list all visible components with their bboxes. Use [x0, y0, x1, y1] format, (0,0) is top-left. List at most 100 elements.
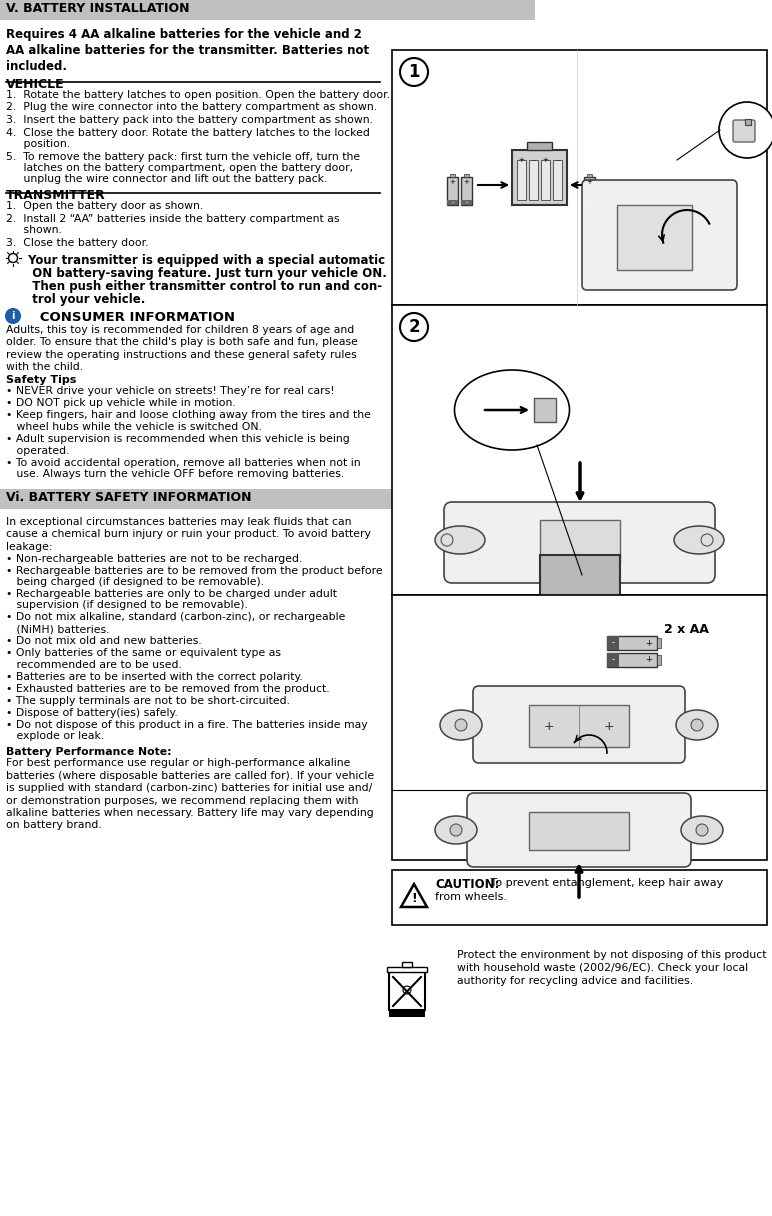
FancyBboxPatch shape	[541, 161, 550, 199]
Text: Protect the environment by not disposing of this product
with household waste (2: Protect the environment by not disposing…	[457, 950, 767, 986]
Text: i: i	[12, 311, 15, 321]
Text: explode or leak.: explode or leak.	[6, 731, 104, 741]
Circle shape	[696, 824, 708, 837]
Text: -: -	[557, 157, 559, 163]
Circle shape	[455, 719, 467, 731]
Circle shape	[719, 102, 772, 158]
Text: +: +	[645, 638, 652, 647]
FancyBboxPatch shape	[745, 119, 751, 125]
FancyBboxPatch shape	[733, 120, 755, 142]
Text: 2.  Install 2 “AA” batteries inside the battery compartment as: 2. Install 2 “AA” batteries inside the b…	[6, 214, 340, 224]
FancyBboxPatch shape	[467, 793, 691, 867]
Text: In exceptional circumstances batteries may leak fluids that can
cause a chemical: In exceptional circumstances batteries m…	[6, 517, 371, 552]
FancyBboxPatch shape	[657, 638, 661, 648]
Text: +: +	[543, 720, 554, 732]
Text: • To avoid accidental operation, remove all batteries when not in: • To avoid accidental operation, remove …	[6, 457, 361, 467]
Text: +: +	[604, 720, 615, 732]
Circle shape	[450, 824, 462, 837]
Text: !: !	[411, 891, 417, 905]
Text: 1.  Open the battery door as shown.: 1. Open the battery door as shown.	[6, 201, 203, 212]
Text: latches on the battery compartment, open the battery door,: latches on the battery compartment, open…	[6, 163, 353, 173]
Text: 2 x AA: 2 x AA	[664, 623, 709, 636]
Text: position.: position.	[6, 139, 70, 150]
FancyBboxPatch shape	[527, 142, 552, 150]
Text: -: -	[611, 655, 615, 664]
Text: wheel hubs while the vehicle is switched ON.: wheel hubs while the vehicle is switched…	[6, 422, 262, 432]
Text: Safety Tips: Safety Tips	[6, 375, 76, 385]
Text: 5.  To remove the battery pack: first turn the vehicle off, turn the: 5. To remove the battery pack: first tur…	[6, 152, 360, 162]
Text: • Exhausted batteries are to be removed from the product.: • Exhausted batteries are to be removed …	[6, 683, 330, 693]
FancyBboxPatch shape	[517, 161, 526, 199]
FancyBboxPatch shape	[553, 161, 562, 199]
Text: Then push either transmitter control to run and con-: Then push either transmitter control to …	[24, 280, 382, 293]
Text: +: +	[449, 179, 455, 185]
Ellipse shape	[435, 527, 485, 554]
Ellipse shape	[455, 370, 570, 450]
Text: • DO NOT pick up vehicle while in motion.: • DO NOT pick up vehicle while in motion…	[6, 399, 235, 409]
FancyBboxPatch shape	[607, 653, 619, 668]
FancyBboxPatch shape	[529, 812, 629, 850]
Circle shape	[6, 309, 20, 323]
Text: To prevent entanglement, keep hair away: To prevent entanglement, keep hair away	[487, 878, 723, 888]
Text: unplug the wire connector and lift out the battery pack.: unplug the wire connector and lift out t…	[6, 175, 327, 185]
FancyBboxPatch shape	[0, 489, 535, 510]
FancyBboxPatch shape	[657, 655, 661, 665]
FancyBboxPatch shape	[473, 686, 685, 762]
Text: +: +	[645, 655, 652, 664]
Text: 3.  Insert the battery pack into the battery compartment as shown.: 3. Insert the battery pack into the batt…	[6, 116, 373, 125]
Text: • Rechargeable batteries are only to be charged under adult: • Rechargeable batteries are only to be …	[6, 589, 337, 599]
Text: TRANSMITTER: TRANSMITTER	[6, 188, 106, 202]
Text: Adults, this toy is recommended for children 8 years of age and
older. To ensure: Adults, this toy is recommended for chil…	[6, 325, 358, 372]
Ellipse shape	[676, 710, 718, 741]
FancyBboxPatch shape	[0, 0, 535, 19]
Text: • Do not mix alkaline, standard (carbon-zinc), or rechargeable: • Do not mix alkaline, standard (carbon-…	[6, 613, 345, 623]
Text: +: +	[543, 157, 548, 163]
FancyBboxPatch shape	[529, 161, 538, 199]
FancyBboxPatch shape	[464, 174, 469, 178]
FancyBboxPatch shape	[450, 174, 455, 178]
Text: (NiMH) batteries.: (NiMH) batteries.	[6, 624, 110, 634]
FancyBboxPatch shape	[607, 636, 619, 651]
FancyBboxPatch shape	[529, 705, 629, 747]
Text: -: -	[532, 157, 535, 163]
Text: CAUTION:: CAUTION:	[435, 878, 499, 891]
Text: 4.  Close the battery door. Rotate the battery latches to the locked: 4. Close the battery door. Rotate the ba…	[6, 128, 370, 137]
Text: • Do not mix old and new batteries.: • Do not mix old and new batteries.	[6, 636, 201, 646]
Text: from wheels.: from wheels.	[435, 893, 507, 902]
Ellipse shape	[674, 527, 724, 554]
Text: -: -	[466, 199, 468, 206]
FancyBboxPatch shape	[447, 178, 458, 206]
FancyBboxPatch shape	[584, 199, 595, 206]
FancyBboxPatch shape	[617, 206, 692, 270]
FancyBboxPatch shape	[387, 967, 427, 972]
Text: -: -	[452, 199, 454, 206]
Text: • Rechargeable batteries are to be removed from the product before: • Rechargeable batteries are to be remov…	[6, 565, 383, 575]
FancyBboxPatch shape	[447, 199, 458, 206]
Text: • Batteries are to be inserted with the correct polarity.: • Batteries are to be inserted with the …	[6, 671, 303, 681]
Text: 2.  Plug the wire connector into the battery compartment as shown.: 2. Plug the wire connector into the batt…	[6, 102, 378, 113]
FancyBboxPatch shape	[534, 398, 556, 422]
FancyBboxPatch shape	[582, 180, 737, 289]
Text: operated.: operated.	[6, 445, 69, 456]
Text: VEHICLE: VEHICLE	[6, 78, 65, 91]
Text: 1: 1	[408, 63, 420, 81]
Text: supervision (if designed to be removable).: supervision (if designed to be removable…	[6, 601, 248, 610]
Text: V. BATTERY INSTALLATION: V. BATTERY INSTALLATION	[6, 2, 189, 15]
Text: ON battery-saving feature. Just turn your vehicle ON.: ON battery-saving feature. Just turn you…	[24, 268, 387, 280]
FancyBboxPatch shape	[389, 1010, 425, 1017]
Text: • Only batteries of the same or equivalent type as: • Only batteries of the same or equivale…	[6, 648, 281, 658]
FancyBboxPatch shape	[584, 178, 595, 206]
Text: • NEVER drive your vehicle on streets! They’re for real cars!: • NEVER drive your vehicle on streets! T…	[6, 387, 334, 396]
Text: 2: 2	[408, 319, 420, 336]
Text: Your transmitter is equipped with a special automatic: Your transmitter is equipped with a spec…	[24, 254, 385, 268]
Ellipse shape	[435, 816, 477, 844]
Text: recommended are to be used.: recommended are to be used.	[6, 659, 182, 670]
Text: -: -	[611, 638, 615, 647]
FancyBboxPatch shape	[461, 178, 472, 206]
FancyBboxPatch shape	[392, 595, 767, 860]
Text: • Non-rechargeable batteries are not to be recharged.: • Non-rechargeable batteries are not to …	[6, 553, 303, 563]
FancyBboxPatch shape	[461, 199, 472, 206]
FancyBboxPatch shape	[392, 869, 767, 925]
FancyBboxPatch shape	[392, 305, 767, 595]
Text: • Adult supervision is recommended when this vehicle is being: • Adult supervision is recommended when …	[6, 434, 350, 444]
